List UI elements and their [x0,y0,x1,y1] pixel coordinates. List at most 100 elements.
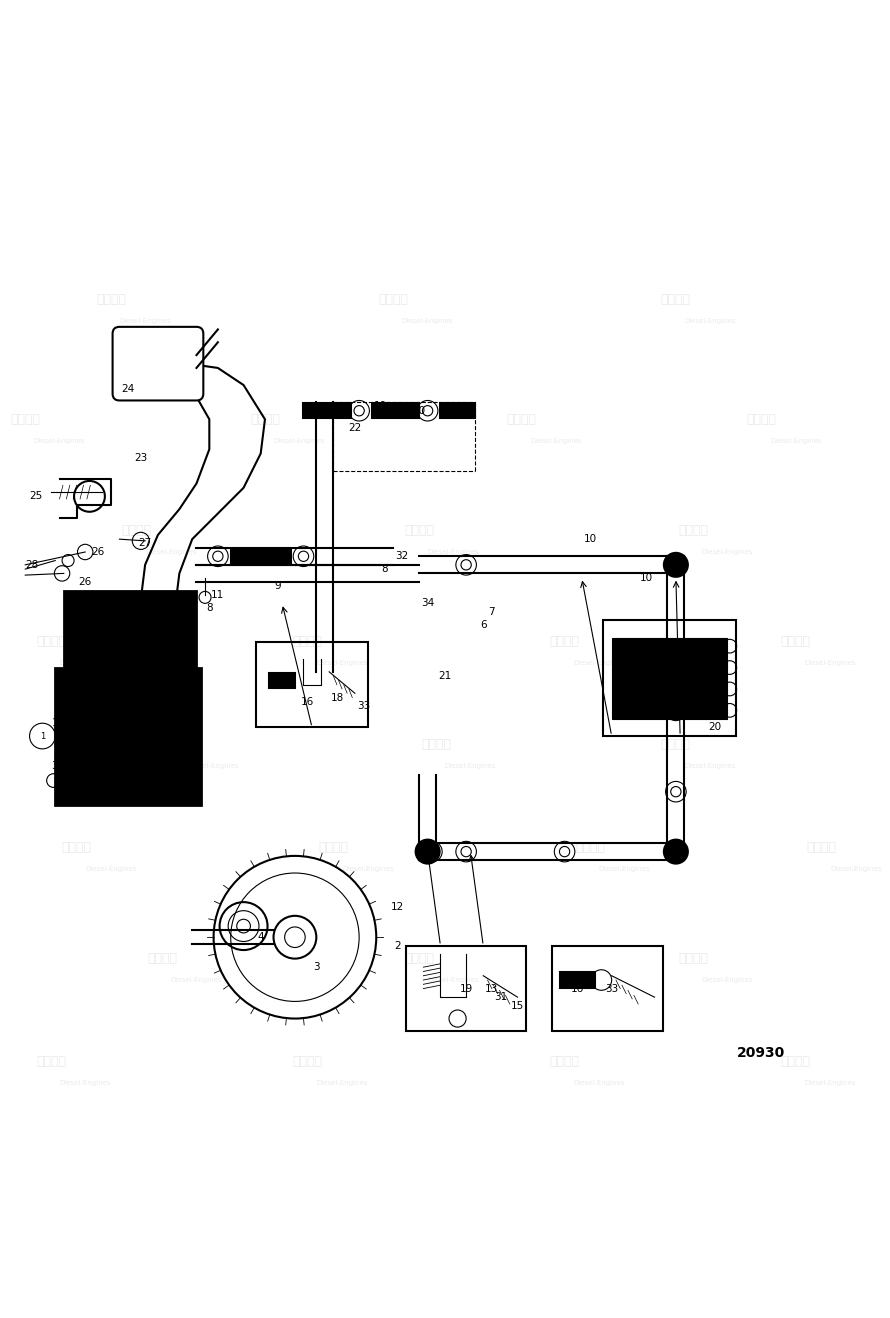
Text: 9: 9 [274,581,281,592]
Text: Diesel-Engines: Diesel-Engines [402,318,453,324]
Text: 紫发动力: 紫发动力 [661,293,691,306]
Text: 25: 25 [28,492,42,501]
Text: Diesel-Engines: Diesel-Engines [684,763,736,768]
Text: 17: 17 [674,675,687,685]
Text: 紫发动力: 紫发动力 [61,841,92,854]
Text: 紫发动力: 紫发动力 [122,525,151,538]
Text: 14: 14 [665,667,678,677]
Text: 20930: 20930 [737,1045,786,1060]
Text: 紫发动力: 紫发动力 [421,738,451,751]
Text: Diesel-Engines: Diesel-Engines [342,866,393,871]
Text: 12: 12 [391,903,404,912]
Bar [256,642,368,728]
Text: 紫发动力: 紫发动力 [147,952,177,965]
Text: 紫发动力: 紫发动力 [165,738,194,751]
Text: Diesel-Engines: Diesel-Engines [188,763,239,768]
Circle shape [664,840,688,863]
Text: 紫发动力: 紫发动力 [781,1054,811,1068]
Bar [55,667,201,804]
Text: 15: 15 [700,654,713,664]
Text: 28: 28 [26,560,39,569]
Bar [64,676,192,796]
Text: Diesel-Engines: Diesel-Engines [316,660,368,667]
Text: 20: 20 [708,722,721,733]
Text: Diesel-Engines: Diesel-Engines [530,438,582,444]
Text: 紫发动力: 紫发动力 [404,952,434,965]
Text: 8: 8 [206,602,213,613]
Text: 19: 19 [459,983,473,994]
Circle shape [416,840,440,863]
Text: Diesel-Engines: Diesel-Engines [805,1079,855,1086]
Text: 8: 8 [382,564,388,575]
Text: 紫发动力: 紫发动力 [550,1054,579,1068]
Text: 紫发动力: 紫发动力 [806,841,837,854]
Bar [72,594,188,663]
Text: Diesel-Engines: Diesel-Engines [427,550,479,555]
Text: 1: 1 [52,718,59,729]
Text: Diesel-Engines: Diesel-Engines [445,763,496,768]
Bar [303,403,351,418]
Text: 7: 7 [489,606,495,617]
Text: 19: 19 [691,705,704,716]
Text: 32: 32 [78,616,92,626]
Text: 紫发动力: 紫发动力 [678,525,708,538]
Text: 29: 29 [100,778,113,788]
Text: 紫发动力: 紫发动力 [36,635,66,648]
Text: Diesel-Engines: Diesel-Engines [34,438,85,444]
Text: Diesel-Engines: Diesel-Engines [805,660,855,667]
Text: 24: 24 [121,385,134,394]
Text: 15: 15 [511,1000,524,1011]
Bar [372,403,419,418]
Text: 34: 34 [421,598,434,609]
Text: 6: 6 [480,619,487,630]
Text: Diesel-Engines: Diesel-Engines [85,866,137,871]
Text: 33: 33 [357,701,370,712]
Bar [441,403,474,418]
Text: 紫发动力: 紫发动力 [378,293,409,306]
Text: 紫发动力: 紫发动力 [293,635,323,648]
Text: 11: 11 [211,589,224,600]
Text: 紫发动力: 紫发动力 [661,738,691,751]
Text: 26: 26 [78,577,92,587]
Text: 31: 31 [494,992,507,1002]
Bar [561,973,595,987]
Text: 4: 4 [257,932,264,942]
Bar [64,590,197,667]
Text: 13: 13 [485,983,498,994]
Bar [270,672,295,688]
Text: 紫发动力: 紫发动力 [404,525,434,538]
Text: 10: 10 [584,534,597,544]
Text: 18: 18 [682,688,695,699]
Text: Diesel-Engines: Diesel-Engines [171,977,222,983]
Text: Diesel-Engines: Diesel-Engines [60,1079,111,1086]
Text: 1: 1 [40,731,45,741]
Text: 16: 16 [570,983,584,994]
Text: 紫发动力: 紫发动力 [550,635,579,648]
Text: Diesel-Engines: Diesel-Engines [701,977,753,983]
Bar [611,638,727,718]
Text: Diesel-Engines: Diesel-Engines [701,550,753,555]
Text: Diesel-Engines: Diesel-Engines [273,438,325,444]
Text: 紫发动力: 紫发动力 [293,1054,323,1068]
Bar [231,548,291,564]
Text: 紫发动力: 紫发动力 [747,413,776,426]
Text: 紫发动力: 紫发动力 [319,841,349,854]
Text: 紫发动力: 紫发动力 [36,1054,66,1068]
Text: 27: 27 [139,539,151,548]
Text: 23: 23 [134,453,148,463]
Text: 10: 10 [374,402,387,411]
Bar [406,946,526,1032]
Text: 3: 3 [313,962,320,973]
Text: 18: 18 [331,692,344,702]
Text: 32: 32 [395,551,409,561]
Text: 10: 10 [327,406,340,415]
Text: 紫发动力: 紫发动力 [678,952,708,965]
Text: 紫发动力: 紫发动力 [506,413,537,426]
Text: Diesel-Engines: Diesel-Engines [599,866,651,871]
Text: 紫发动力: 紫发动力 [96,293,125,306]
Text: 22: 22 [348,423,361,432]
Circle shape [664,552,688,577]
Bar [552,946,663,1032]
Text: 10: 10 [412,406,425,415]
Text: 紫发动力: 紫发动力 [575,841,605,854]
